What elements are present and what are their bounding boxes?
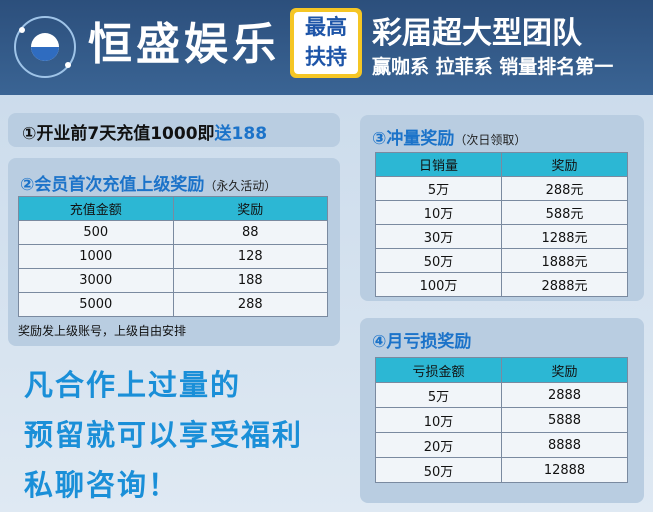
- reward-table: 日销量 奖励 5万 288元 10万 588元 30万 1288元 50万 1888元 100万 28…: [375, 152, 628, 297]
- column-header: 亏损金额: [375, 357, 502, 383]
- table-cell: 288: [172, 292, 328, 317]
- table-row: 5000 288: [18, 292, 328, 317]
- reward-table: 充值金额 奖励 500 88 1000 128 3000 188 5000 288: [18, 196, 328, 317]
- header-row: 亏损金额 奖励: [375, 357, 628, 383]
- reward-table: 亏损金额 奖励 5万 2888 10万 5888 20万 8888 50万 12888: [375, 357, 628, 483]
- table-cell: 588元: [501, 200, 628, 225]
- table-cell: 10万: [375, 407, 502, 433]
- table-cell: 3000: [18, 268, 174, 293]
- logo: [14, 16, 76, 78]
- first-recharge-panel: ②会员首次充值上级奖励（永久活动） 充值金额 奖励 500 88 1000 128 3000…: [8, 158, 340, 346]
- loss-panel: ④月亏损奖励 亏损金额 奖励 5万 2888 10万 5888 20万 8888 50万 1288…: [360, 318, 644, 503]
- table-cell: 50万: [375, 248, 502, 273]
- table-cell: 10万: [375, 200, 502, 225]
- volume-panel: ③冲量奖励（次日领取） 日销量 奖励 5万 288元 10万 588元 30万 1288元 50…: [360, 115, 644, 301]
- badge-line: 最高: [305, 15, 347, 39]
- table-cell: 2888: [501, 382, 628, 408]
- table-cell: 5000: [18, 292, 174, 317]
- table-cell: 128: [172, 244, 328, 269]
- header-row: 日销量 奖励: [375, 152, 628, 177]
- table-cell: 30万: [375, 224, 502, 249]
- table-row: 20万 8888: [375, 432, 628, 458]
- table-row: 10万 5888: [375, 407, 628, 433]
- table-cell: 50万: [375, 457, 502, 483]
- table-row: 100万 2888元: [375, 272, 628, 297]
- table-cell: 100万: [375, 272, 502, 297]
- column-header: 奖励: [501, 357, 628, 383]
- table-row: 3000 188: [18, 268, 328, 293]
- header: 恒盛娱乐 最高 扶持 彩届超大型团队 赢咖系 拉菲系 销量排名第一: [0, 0, 653, 95]
- table-row: 5万 288元: [375, 176, 628, 201]
- table-cell: 2888元: [501, 272, 628, 297]
- badge-box: 最高 扶持: [290, 8, 362, 78]
- brand: 恒盛娱乐: [88, 19, 280, 70]
- table-cell: 1888元: [501, 248, 628, 273]
- subline: 赢咖系 拉菲系 销量排名第一: [372, 56, 614, 78]
- table-cell: 5888: [501, 407, 628, 433]
- table-cell: 8888: [501, 432, 628, 458]
- badge-line: 扶持: [305, 45, 347, 69]
- panel-title: ④月亏损奖励: [372, 332, 472, 352]
- column-header: 奖励: [501, 152, 628, 177]
- table-cell: 288元: [501, 176, 628, 201]
- table-cell: 20万: [375, 432, 502, 458]
- panel-title: ③冲量奖励: [372, 129, 455, 149]
- promo-box: ①开业前7天充值1000即送188: [8, 113, 340, 147]
- column-header: 日销量: [375, 152, 502, 177]
- table-row: 50万 1888元: [375, 248, 628, 273]
- column-header: 奖励: [172, 196, 328, 221]
- slogan-line: 凡合作上过量的: [24, 368, 242, 402]
- column-header: 充值金额: [18, 196, 174, 221]
- table-row: 10万 588元: [375, 200, 628, 225]
- panel-title: ②会员首次充值上级奖励: [20, 175, 205, 195]
- table-cell: 12888: [501, 457, 628, 483]
- table-cell: 5万: [375, 382, 502, 408]
- slogan-line: 私聊咨询！: [24, 468, 180, 502]
- panel-note: （永久活动）: [204, 179, 277, 193]
- table-cell: 1000: [18, 244, 174, 269]
- promo-text: ①开业前7天充值1000即: [22, 124, 215, 144]
- table-cell: 5万: [375, 176, 502, 201]
- slogan-line: 预留就可以享受福利: [24, 418, 304, 452]
- table-row: 5万 2888: [375, 382, 628, 408]
- table-row: 1000 128: [18, 244, 328, 269]
- table-row: 50万 12888: [375, 457, 628, 483]
- table-cell: 88: [172, 220, 328, 245]
- table-cell: 500: [18, 220, 174, 245]
- header-row: 充值金额 奖励: [18, 196, 328, 221]
- table-row: 30万 1288元: [375, 224, 628, 249]
- headline: 彩届超大型团队: [372, 16, 582, 51]
- table-cell: 188: [172, 268, 328, 293]
- table-cell: 1288元: [501, 224, 628, 249]
- table-row: 500 88: [18, 220, 328, 245]
- footer-note: 奖励发上级账号，上级自由安排: [18, 324, 187, 338]
- panel-note: （次日领取）: [454, 133, 527, 147]
- promo-highlight: 送188: [214, 124, 268, 144]
